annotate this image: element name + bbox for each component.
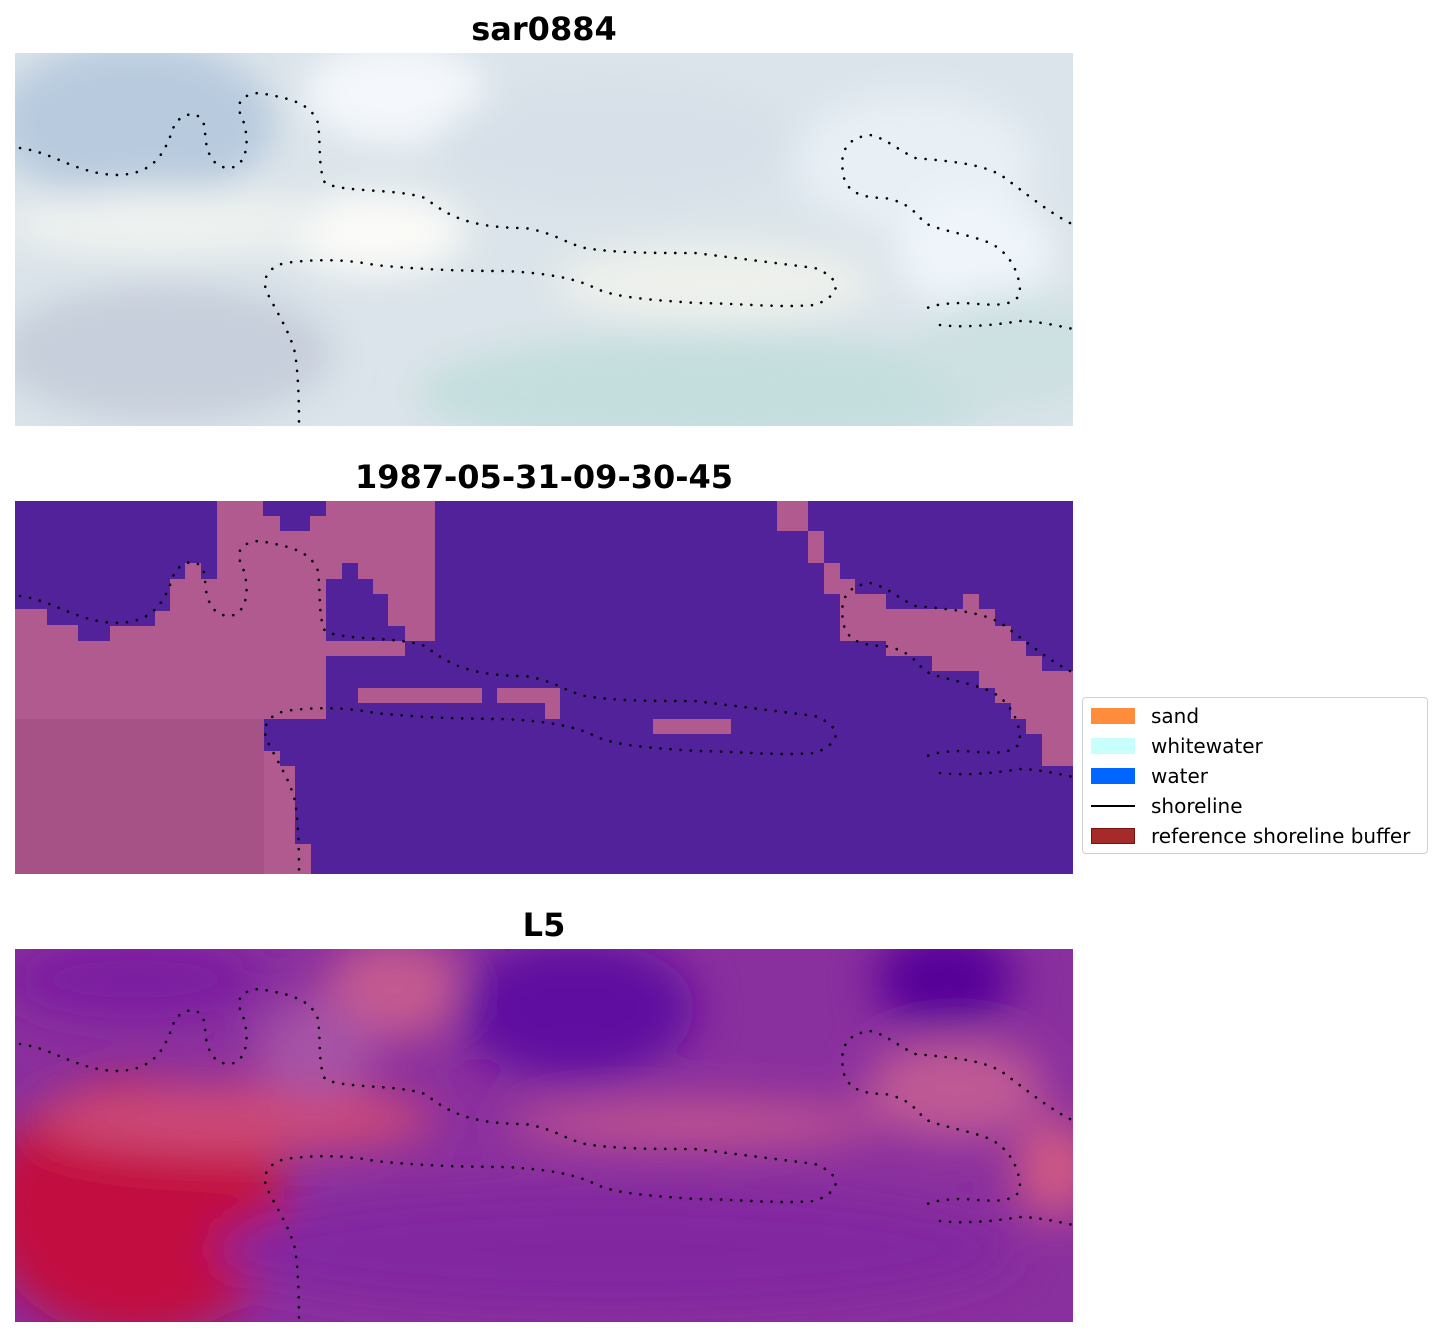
panel-title-2: 1987-05-31-09-30-45 (354, 458, 734, 496)
legend-item-water: water (1091, 764, 1208, 788)
shoreline-path (938, 1215, 1073, 1227)
legend-label: shoreline (1151, 794, 1243, 818)
shoreline-dots-1 (18, 91, 1073, 425)
legend-item-shoreline: shoreline (1091, 794, 1243, 818)
panel-title-1: sar0884 (471, 10, 617, 48)
legend-label: whitewater (1151, 734, 1263, 758)
index-image-svg (15, 949, 1073, 1322)
legend-item-whitewater: whitewater (1091, 734, 1263, 758)
panel-title-3: L5 (522, 906, 566, 944)
legend-swatch-sand (1091, 708, 1135, 724)
shoreline-path (938, 319, 1073, 331)
legend-swatch-water (1091, 768, 1135, 784)
legend: sand whitewater water shoreline referenc… (1082, 697, 1428, 854)
shoreline-dots-2 (18, 539, 1073, 873)
shoreline-dots-3 (18, 987, 1073, 1321)
legend-label: reference shoreline buffer (1151, 824, 1411, 848)
rgb-image-panel (15, 53, 1073, 426)
legend-line-shoreline (1091, 805, 1135, 807)
legend-label: water (1151, 764, 1208, 788)
legend-label: sand (1151, 704, 1200, 728)
shoreline-path (938, 767, 1073, 779)
legend-swatch-reference-buffer (1091, 828, 1135, 844)
legend-item-sand: sand (1091, 704, 1199, 728)
classified-image-panel (15, 501, 1073, 874)
classified-image-svg (15, 501, 1073, 874)
index-image-panel (15, 949, 1073, 1322)
legend-item-reference-buffer: reference shoreline buffer (1091, 824, 1410, 848)
legend-swatch-whitewater (1091, 738, 1135, 754)
rgb-image-svg (15, 53, 1073, 426)
